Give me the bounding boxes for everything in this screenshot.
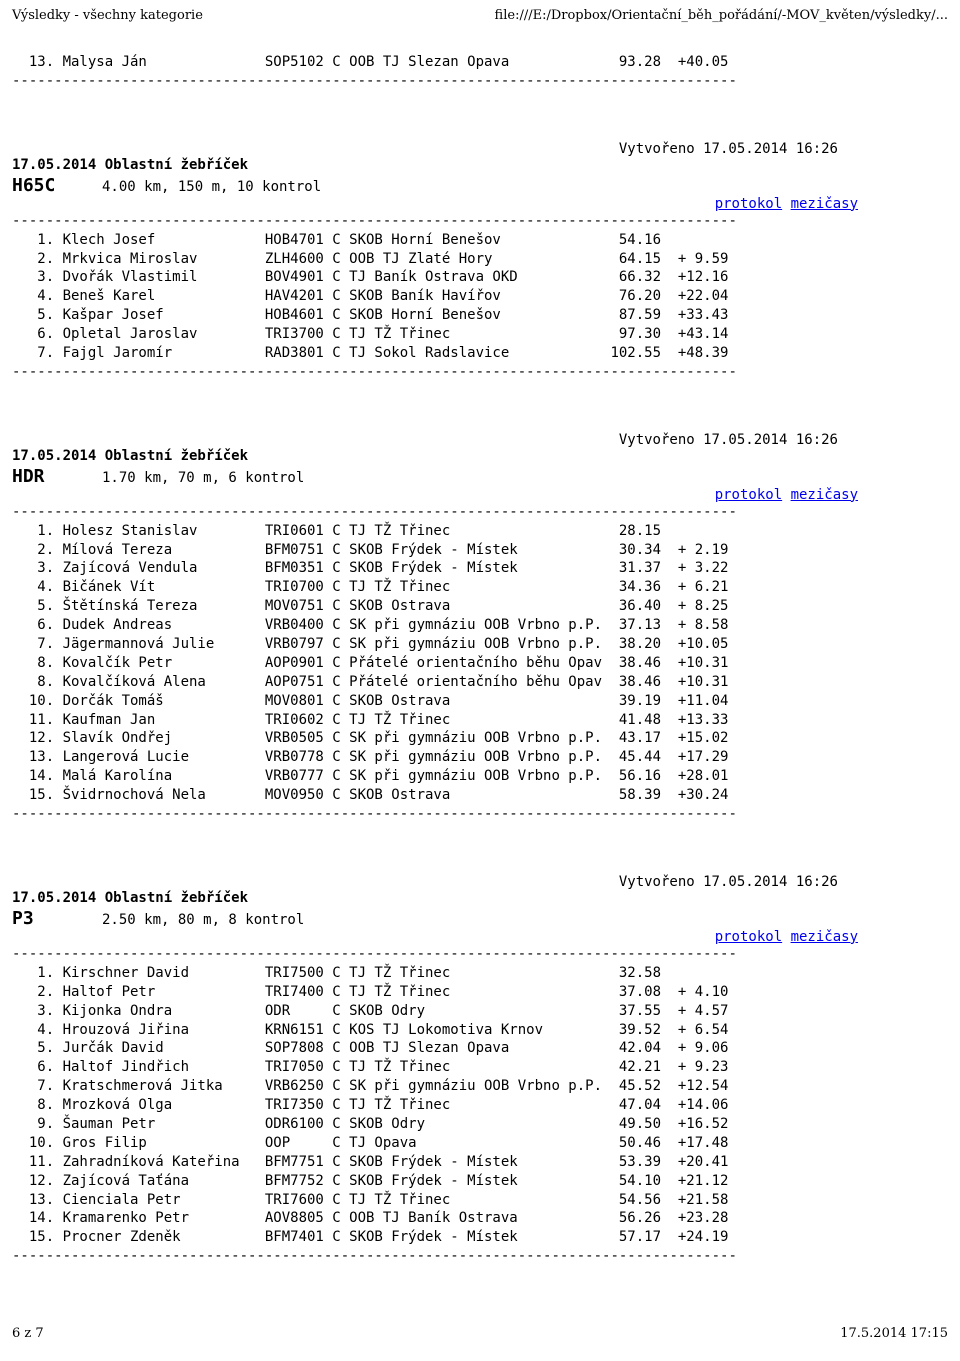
category-code: P3: [12, 908, 102, 929]
section-title: 17.05.2014 Oblastní žebříček: [12, 890, 948, 906]
protokol-link[interactable]: protokol: [715, 487, 782, 503]
protokol-link[interactable]: protokol: [715, 196, 782, 212]
category-code: H65C: [12, 175, 102, 196]
header-left: Výsledky - všechny kategorie: [12, 8, 203, 23]
category-line: HDR1.70 km, 70 m, 6 kontrol: [12, 466, 948, 487]
category-code: HDR: [12, 466, 102, 487]
section-title: 17.05.2014 Oblastní žebříček: [12, 157, 948, 173]
results-section: Vytvořeno 17.05.2014 16:2617.05.2014 Obl…: [12, 141, 948, 382]
results-section: Vytvořeno 17.05.2014 16:2617.05.2014 Obl…: [12, 432, 948, 824]
section-links: protokol mezičasy: [12, 196, 948, 212]
course-info: 4.00 km, 150 m, 10 kontrol: [102, 179, 321, 195]
mezicasy-link[interactable]: mezičasy: [791, 487, 858, 503]
section-links: protokol mezičasy: [12, 929, 948, 945]
mezicasy-link[interactable]: mezičasy: [791, 196, 858, 212]
results-table: ----------------------------------------…: [12, 945, 948, 1266]
created-timestamp: Vytvořeno 17.05.2014 16:26: [12, 432, 948, 448]
section-links: protokol mezičasy: [12, 487, 948, 503]
top-results-block: 13. Malysa Ján SOP5102 C OOB TJ Slezan O…: [12, 53, 948, 91]
mezicasy-link[interactable]: mezičasy: [791, 929, 858, 945]
course-info: 1.70 km, 70 m, 6 kontrol: [102, 470, 304, 486]
created-timestamp: Vytvořeno 17.05.2014 16:26: [12, 141, 948, 157]
section-title: 17.05.2014 Oblastní žebříček: [12, 448, 948, 464]
header-right: file:///E:/Dropbox/Orientační_běh_pořádá…: [495, 8, 948, 23]
created-timestamp: Vytvořeno 17.05.2014 16:26: [12, 874, 948, 890]
footer-right: 17.5.2014 17:15: [840, 1326, 948, 1341]
category-line: H65C4.00 km, 150 m, 10 kontrol: [12, 175, 948, 196]
results-section: Vytvořeno 17.05.2014 16:2617.05.2014 Obl…: [12, 874, 948, 1266]
category-line: P32.50 km, 80 m, 8 kontrol: [12, 908, 948, 929]
results-table: ----------------------------------------…: [12, 503, 948, 824]
course-info: 2.50 km, 80 m, 8 kontrol: [102, 912, 304, 928]
protokol-link[interactable]: protokol: [715, 929, 782, 945]
results-table: ----------------------------------------…: [12, 212, 948, 382]
footer-left: 6 z 7: [12, 1326, 44, 1341]
